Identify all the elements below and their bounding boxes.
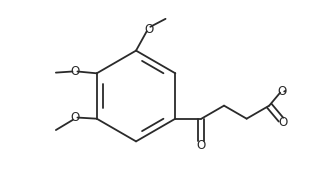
Text: O: O — [279, 116, 288, 129]
Text: O: O — [197, 139, 206, 152]
Text: O: O — [144, 22, 153, 36]
Text: O: O — [71, 65, 80, 78]
Text: O: O — [278, 85, 287, 98]
Text: O: O — [71, 111, 80, 124]
